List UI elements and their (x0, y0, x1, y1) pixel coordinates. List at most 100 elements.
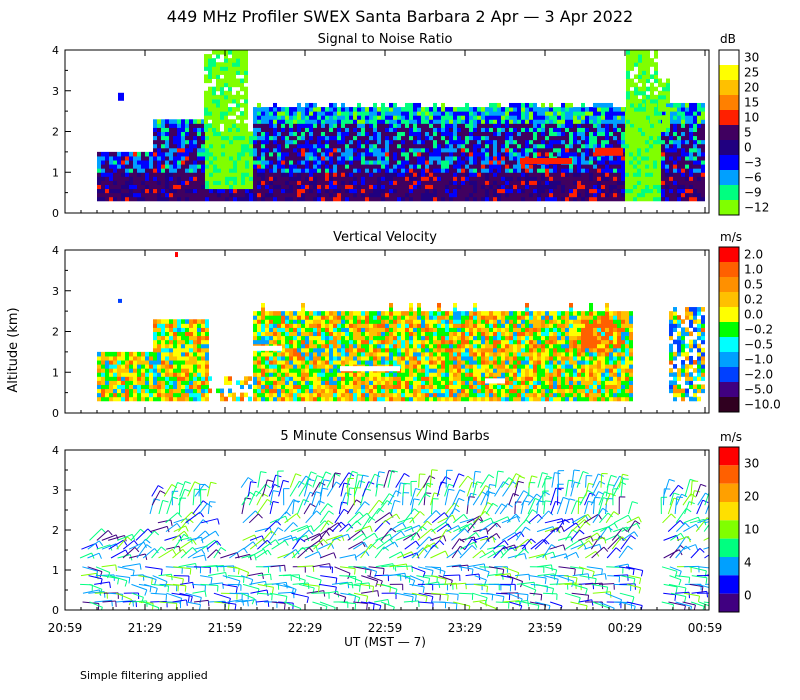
snr-cell (216, 98, 220, 104)
snr-cell (381, 196, 385, 202)
velocity-cell (361, 343, 365, 349)
snr-cell (165, 188, 169, 194)
snr-cell (425, 164, 429, 169)
snr-cell (533, 196, 537, 202)
velocity-cell (329, 376, 333, 381)
snr-cell (445, 180, 449, 185)
snr-cell (357, 196, 361, 202)
snr-cell (641, 172, 645, 177)
snr-cell (521, 131, 525, 137)
velocity-cell (129, 376, 133, 381)
velocity-cell (333, 319, 337, 324)
snr-cell (193, 172, 197, 177)
velocity-cell (373, 315, 377, 320)
snr-cell (552, 157, 556, 164)
snr-cell (461, 131, 465, 137)
snr-cell (220, 62, 224, 67)
snr-cell (177, 123, 181, 128)
snr-cell (521, 123, 525, 128)
snr-cell (265, 111, 269, 116)
snr-cell (204, 102, 208, 108)
snr-cell (373, 160, 377, 165)
snr-cell (289, 160, 293, 165)
velocity-cell (189, 384, 193, 390)
velocity-cell (137, 376, 141, 381)
snr-cell (333, 176, 337, 181)
snr-cell (417, 143, 421, 149)
snr-cell (216, 107, 220, 112)
snr-cell (305, 107, 309, 112)
snr-cell (634, 127, 638, 132)
snr-cell (297, 168, 301, 173)
snr-cell (533, 107, 537, 112)
velocity-cell (109, 368, 113, 373)
snr-cell (497, 119, 501, 124)
velocity-cell (181, 364, 185, 369)
snr-cell (201, 143, 205, 149)
velocity-cell (157, 380, 161, 385)
snr-cell (181, 135, 185, 141)
snr-cell (409, 119, 413, 124)
snr-cell (677, 135, 681, 141)
velocity-cell (321, 388, 325, 394)
snr-cell (145, 184, 149, 190)
snr-cell (607, 147, 611, 156)
snr-cell (557, 147, 561, 153)
snr-cell (309, 131, 313, 137)
snr-cell (145, 151, 149, 157)
snr-cell (433, 172, 437, 177)
velocity-cell (257, 368, 261, 373)
snr-cell (337, 147, 341, 153)
velocity-cell (273, 323, 277, 328)
snr-cell (285, 172, 289, 177)
snr-cell (662, 102, 666, 108)
snr-cell (537, 107, 541, 112)
velocity-cell (201, 323, 205, 328)
velocity-cell (281, 311, 285, 316)
snr-cell (197, 164, 201, 169)
velocity-cell (365, 384, 369, 390)
snr-cell (642, 50, 646, 55)
snr-cell (345, 176, 349, 181)
snr-cell (529, 102, 533, 108)
snr-cell (157, 143, 161, 149)
snr-cell (485, 127, 489, 132)
velocity-cell (289, 384, 293, 390)
snr-cell (565, 135, 569, 141)
snr-cell (425, 115, 429, 120)
snr-cell (409, 127, 413, 132)
snr-cell (313, 115, 317, 120)
snr-cell (285, 192, 289, 198)
snr-cell (153, 131, 157, 137)
velocity-cell (321, 351, 325, 357)
snr-cell (240, 94, 244, 100)
snr-cell (593, 127, 597, 132)
snr-cell (461, 151, 465, 157)
snr-cell (653, 164, 657, 169)
snr-cell (481, 123, 485, 128)
snr-cell (189, 131, 193, 137)
snr-cell (642, 127, 646, 132)
snr-cell (273, 176, 277, 181)
snr-cell (457, 196, 461, 202)
velocity-cell (349, 315, 353, 320)
snr-cell (701, 119, 705, 124)
velocity-cell (185, 368, 189, 373)
snr-cell (489, 164, 493, 169)
snr-cell (413, 188, 417, 194)
velocity-cell (277, 311, 281, 316)
snr-cell (345, 143, 349, 149)
snr-cell (649, 188, 653, 194)
velocity-cell (117, 388, 121, 394)
velocity-cell (369, 335, 373, 341)
snr-cell (421, 180, 425, 185)
snr-cell (685, 180, 689, 185)
snr-cell (389, 176, 393, 181)
snr-cell (317, 143, 321, 149)
snr-cell (525, 196, 529, 202)
snr-cell (317, 147, 321, 153)
snr-cell (269, 151, 273, 157)
snr-cell (269, 127, 273, 132)
y-tick-label: 4 (52, 44, 59, 57)
snr-cell (273, 102, 277, 108)
